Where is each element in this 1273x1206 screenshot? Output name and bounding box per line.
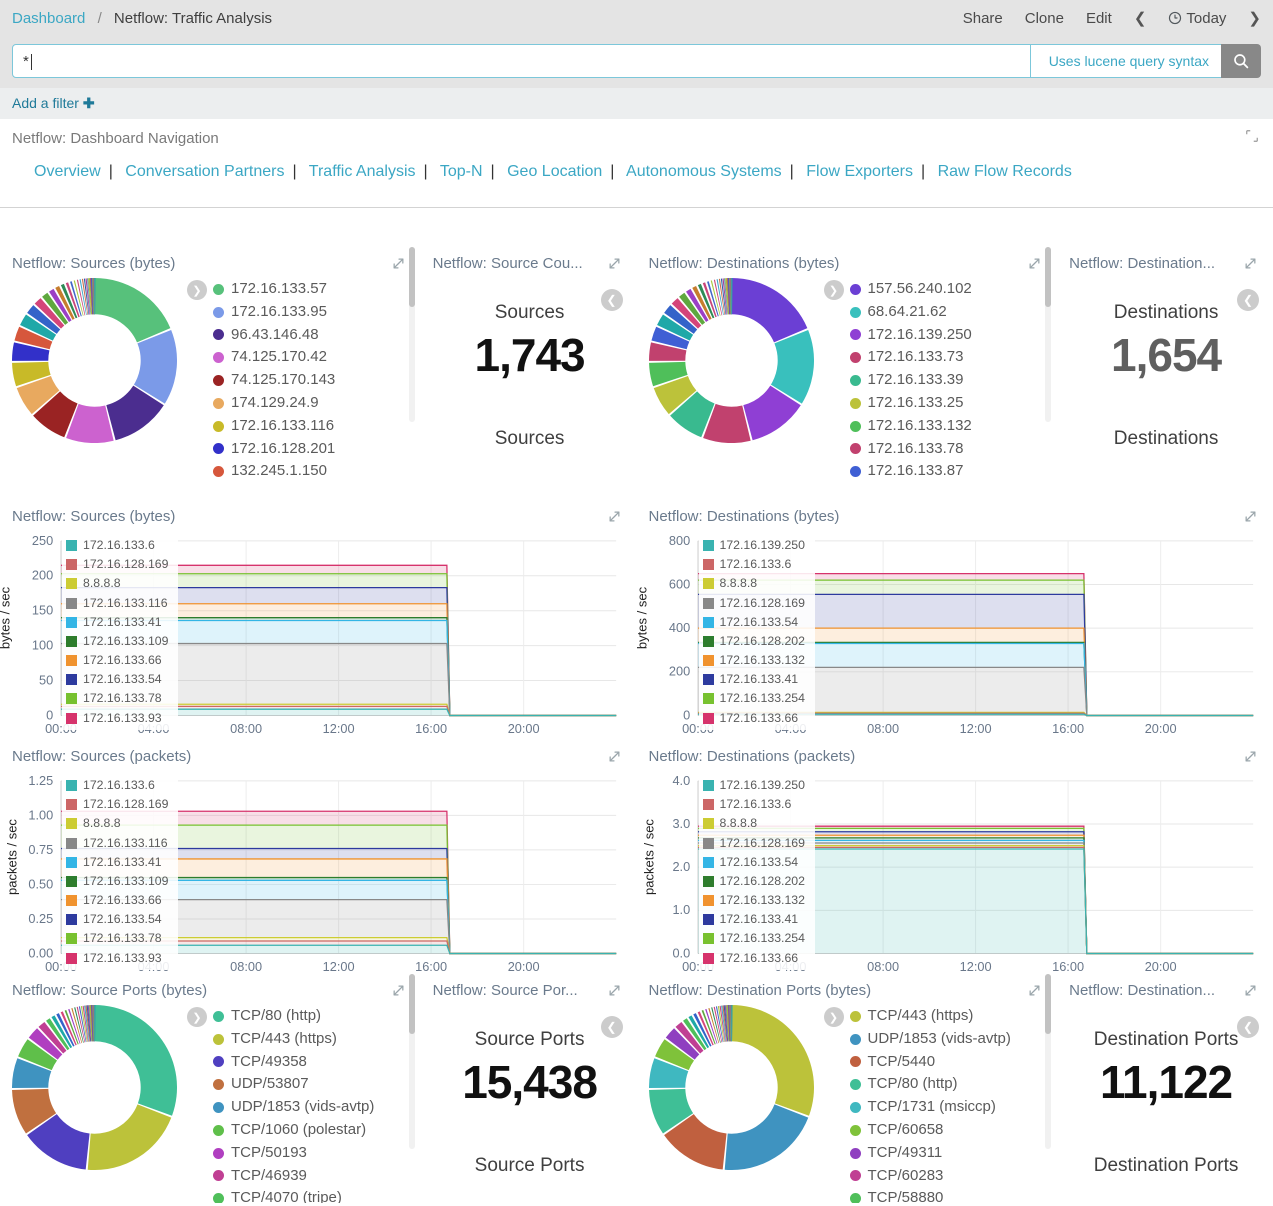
- svg-text:16:00: 16:00: [1052, 721, 1084, 736]
- svg-text:1.00: 1.00: [28, 807, 53, 822]
- svg-text:0: 0: [46, 707, 53, 722]
- svg-text:20:00: 20:00: [508, 721, 540, 736]
- svg-text:1.25: 1.25: [28, 773, 53, 788]
- svg-text:0: 0: [683, 707, 690, 722]
- svg-text:3.0: 3.0: [672, 816, 690, 831]
- svg-text:2.0: 2.0: [672, 859, 690, 874]
- svg-text:08:00: 08:00: [867, 721, 899, 736]
- svg-text:0.75: 0.75: [28, 842, 53, 857]
- svg-text:0.25: 0.25: [28, 911, 53, 926]
- svg-text:800: 800: [668, 533, 689, 548]
- svg-text:4.0: 4.0: [672, 773, 690, 788]
- svg-text:12:00: 12:00: [323, 721, 355, 736]
- svg-text:200: 200: [668, 664, 689, 679]
- svg-text:100: 100: [32, 638, 53, 653]
- svg-text:0.0: 0.0: [672, 945, 690, 960]
- svg-text:1.0: 1.0: [672, 902, 690, 917]
- svg-text:0.00: 0.00: [28, 945, 53, 960]
- svg-text:20:00: 20:00: [1144, 721, 1176, 736]
- svg-text:12:00: 12:00: [959, 721, 991, 736]
- svg-text:16:00: 16:00: [415, 721, 447, 736]
- svg-text:250: 250: [32, 533, 53, 548]
- svg-text:150: 150: [32, 603, 53, 618]
- svg-text:200: 200: [32, 568, 53, 583]
- svg-text:50: 50: [39, 672, 53, 687]
- svg-text:0.50: 0.50: [28, 876, 53, 891]
- svg-text:400: 400: [668, 620, 689, 635]
- svg-text:600: 600: [668, 576, 689, 591]
- svg-text:08:00: 08:00: [230, 721, 262, 736]
